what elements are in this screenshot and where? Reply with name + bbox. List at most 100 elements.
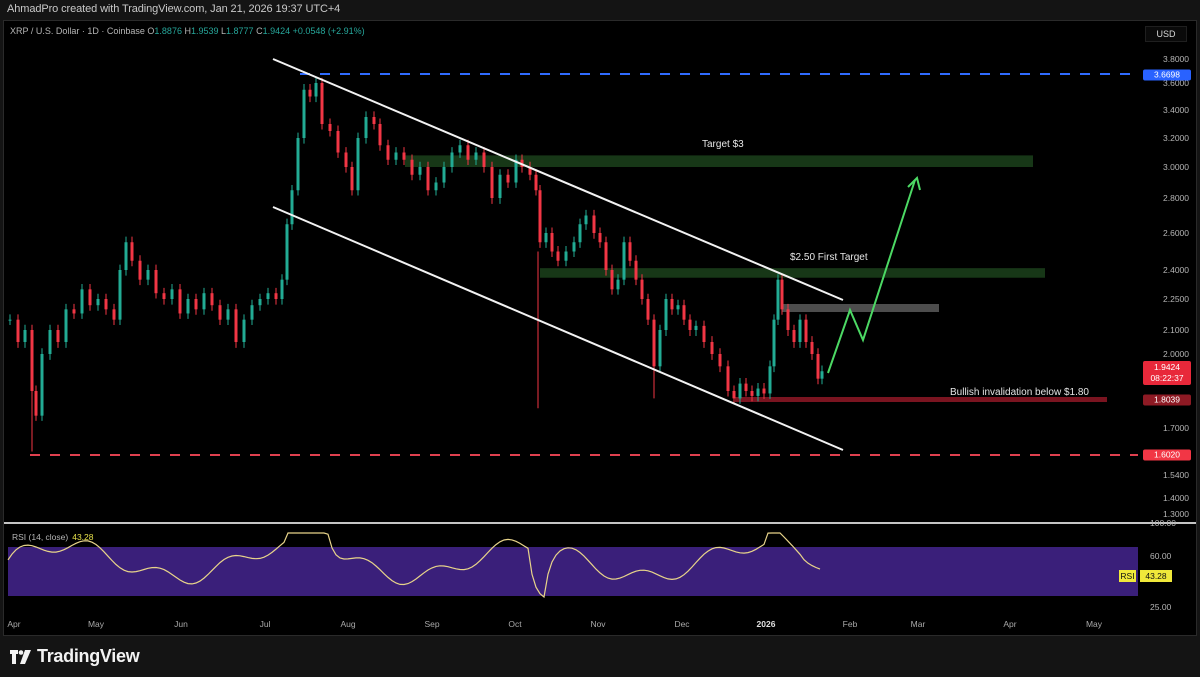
candle-body [296,138,300,191]
candle-body [604,242,608,270]
candle-body [804,319,808,342]
symbol-legend: XRP / U.S. Dollar · 1D · Coinbase O1.887… [10,26,365,36]
candle-body [622,242,626,280]
time-axis[interactable]: Apr May Jun Jul Aug Sep Oct Nov Dec 2026 Feb Mar Apr… [0,612,1140,630]
time-label: 2026 [756,619,776,629]
time-label: Dec [674,619,690,629]
time-label: Mar [910,619,926,629]
price-tick: 1.3000 [1163,509,1189,519]
price-tick: 2.8000 [1163,193,1189,203]
candle-body [146,270,150,280]
candle-body [64,309,68,342]
price-axis[interactable]: 3.8000 3.6000 3.4000 3.2000 3.0000 2.8000 2.60… [1138,20,1197,520]
candle-body [170,289,174,299]
pane-divider[interactable] [4,522,1196,524]
candle-body [386,145,390,160]
low-value: 1.8777 [226,26,254,36]
candle-body [820,371,824,379]
candle-body [676,305,680,310]
candle-body [56,330,60,342]
candle-body [118,270,122,320]
candle-body [402,152,406,160]
candle-body [490,167,494,198]
bar-countdown: 08:22:37 [1150,373,1184,383]
candle-body [258,299,262,306]
annotation-invalidation[interactable]: Bullish invalidation below $1.80 [950,387,1089,398]
candle-body [290,190,294,225]
candle-body [394,152,398,160]
open-value: 1.8876 [154,26,182,36]
candle-body [482,152,486,167]
rsi-legend: RSI (14, close) 43.28 [12,532,94,542]
candle-body [640,279,644,299]
chart-frame[interactable] [3,20,1197,636]
candle-body [538,190,542,243]
rsi-tick-25: 25.00 [1150,602,1172,612]
candle-body [285,224,289,280]
time-label: Apr [7,619,21,629]
candle-body [302,89,306,138]
candle-body [16,319,20,342]
price-tick: 3.0000 [1163,162,1189,172]
time-label: Oct [508,619,522,629]
candle-body [738,383,742,399]
invalidation-line [735,397,1107,402]
currency-selector[interactable]: USD [1145,26,1187,42]
candle-body [474,152,478,160]
candle-body [592,215,596,233]
candle-body [8,319,12,321]
candle-body [154,270,158,294]
attribution-text: AhmadPro created with TradingView.com, J… [7,3,341,15]
candle-body [652,319,656,367]
candle-body [682,305,686,320]
price-tick: 2.2500 [1163,294,1189,304]
annotation-first-target[interactable]: $2.50 First Target [790,252,868,263]
candle-body [810,342,814,354]
candle-body [124,242,128,270]
time-label: Aug [340,619,356,629]
candle-body [664,299,668,330]
candle-body [768,366,772,394]
candle-body [162,293,166,299]
candle-body [786,309,790,330]
candle-body [598,233,602,243]
time-label: Apr [1003,619,1017,629]
candle-body [210,293,214,306]
price-tick: 3.4000 [1163,105,1189,115]
candle-body [40,354,44,416]
candle-body [458,145,462,153]
rsi-value: 43.28 [72,532,94,542]
rsi-line [7,532,821,599]
candle-body [186,299,190,314]
price-tick: 1.4000 [1163,493,1189,503]
tradingview-logo: TradingView [10,646,140,667]
candle-body [266,293,270,299]
candle-body [726,366,730,391]
candle-body [798,319,802,342]
candle-body [556,251,560,261]
candle-body [356,138,360,191]
candle-body [426,167,430,191]
candle-body [194,299,198,310]
candle-body [320,83,324,124]
candle-body [780,279,784,310]
candle-body [23,330,27,342]
candle-body [112,309,116,320]
candle-body [544,233,548,243]
candle-body [104,299,108,310]
candle-body [96,299,100,306]
candle-body [688,319,692,330]
rsi-tag-value: 43.28 [1140,570,1172,582]
annotation-target-3[interactable]: Target $3 [702,139,744,150]
candle-body [762,388,766,394]
candle-body [410,159,414,175]
candle-body [792,330,796,342]
candle-body [178,289,182,314]
candle-body [628,242,632,261]
channel-lower-line [272,206,844,451]
price-tag-support: 1.6020 [1143,449,1191,461]
candle-body [506,174,510,183]
candle-body [528,167,532,175]
target-3-zone [405,155,1033,167]
